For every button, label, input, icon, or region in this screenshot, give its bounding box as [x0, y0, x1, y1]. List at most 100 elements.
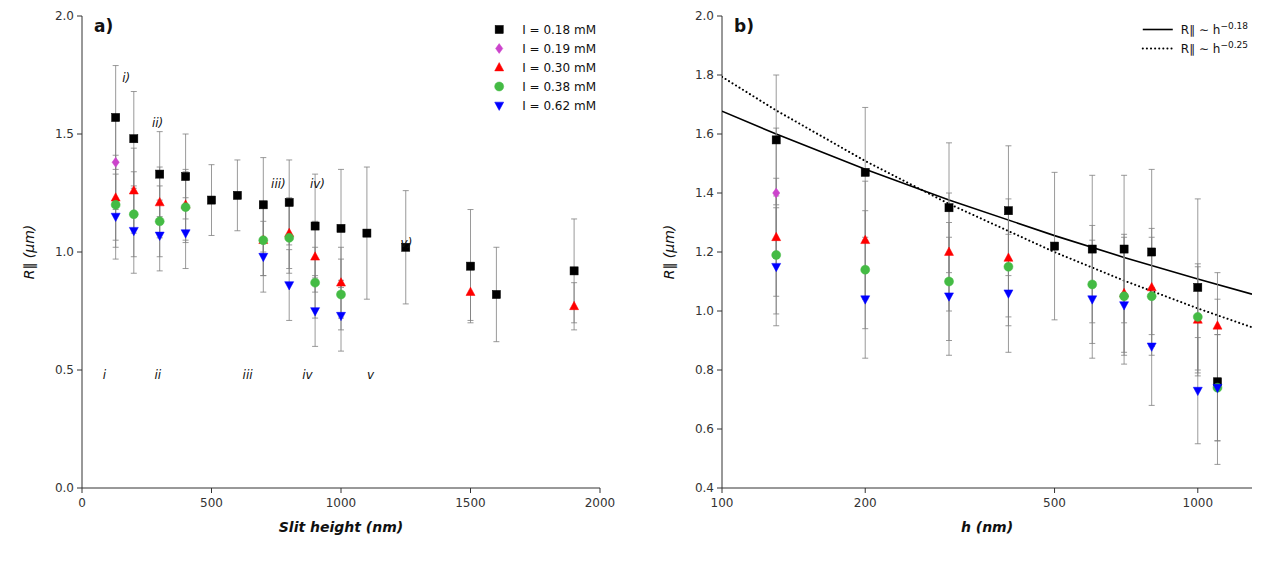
- point: [285, 233, 294, 242]
- point: [182, 172, 190, 180]
- y-tick-label: 2.0: [55, 9, 74, 23]
- y-axis-label: R∥ (μm): [661, 225, 677, 280]
- x-tick-label: 500: [200, 496, 223, 510]
- point: [861, 296, 870, 304]
- panel: 10020050010000.40.60.81.01.21.41.61.82.0…: [661, 9, 1252, 535]
- point: [1120, 292, 1129, 301]
- point: [861, 235, 870, 243]
- y-tick: [717, 16, 722, 17]
- x-tick-label: 500: [1043, 496, 1066, 510]
- point: [1051, 242, 1059, 250]
- point: [285, 282, 294, 290]
- point: [1193, 387, 1202, 395]
- y-tick-label: 0.5: [55, 363, 74, 377]
- point: [466, 262, 474, 270]
- y-tick: [717, 134, 722, 135]
- point: [1213, 383, 1222, 392]
- y-tick: [717, 370, 722, 371]
- point: [1120, 302, 1129, 310]
- annotation: ii): [152, 116, 163, 130]
- y-tick-label: 0.8: [695, 363, 714, 377]
- point: [233, 191, 241, 199]
- figure: 05001000150020000.00.51.01.52.0Slit heig…: [0, 0, 1272, 562]
- point: [181, 203, 190, 212]
- point: [259, 253, 268, 261]
- point: [1194, 283, 1202, 291]
- legend-swatch: [495, 102, 504, 110]
- y-tick-label: 0.6: [695, 422, 714, 436]
- legend-swatch: [495, 82, 504, 91]
- point: [466, 287, 475, 295]
- point: [259, 201, 267, 209]
- annotation: iv): [310, 177, 325, 191]
- x-tick-label: 1000: [326, 496, 357, 510]
- point: [861, 265, 870, 274]
- x-tick-label: 100: [711, 496, 734, 510]
- point: [130, 135, 138, 143]
- annotation: i): [122, 71, 130, 85]
- point: [129, 227, 138, 235]
- y-tick: [717, 488, 722, 489]
- y-tick: [717, 75, 722, 76]
- panel: 05001000150020000.00.51.01.52.0Slit heig…: [21, 9, 615, 535]
- point: [1004, 207, 1012, 215]
- legend-label: I = 0.30 mM: [522, 61, 596, 75]
- point: [311, 308, 320, 316]
- point: [111, 193, 120, 201]
- point: [311, 222, 319, 230]
- y-tick-label: 1.0: [55, 245, 74, 259]
- legend-swatch: [495, 63, 504, 71]
- point: [337, 224, 345, 232]
- point: [111, 213, 120, 221]
- legend-swatch: [495, 25, 503, 33]
- point: [945, 247, 954, 255]
- point: [945, 204, 953, 212]
- y-tick-label: 1.6: [695, 127, 714, 141]
- legend: I = 0.18 mMI = 0.19 mMI = 0.30 mMI = 0.3…: [495, 23, 596, 113]
- point: [259, 236, 268, 245]
- y-tick-label: 1.2: [695, 245, 714, 259]
- point: [155, 232, 164, 240]
- y-tick-label: 2.0: [695, 9, 714, 23]
- annotation: ii: [155, 368, 162, 382]
- y-tick: [717, 193, 722, 194]
- point: [1120, 245, 1128, 253]
- x-tick-label: 0: [78, 496, 86, 510]
- point: [1147, 343, 1156, 351]
- legend-label: I = 0.38 mM: [522, 80, 596, 94]
- x-tick: [82, 488, 83, 493]
- point: [1004, 253, 1013, 261]
- fit-line: [722, 111, 1252, 294]
- point: [1004, 262, 1013, 271]
- x-tick-label: 200: [854, 496, 877, 510]
- y-tick: [77, 370, 82, 371]
- y-tick-label: 1.4: [695, 186, 714, 200]
- point: [129, 210, 138, 219]
- point: [772, 250, 781, 259]
- x-tick-label: 1500: [455, 496, 486, 510]
- x-axis: [722, 488, 1252, 489]
- x-tick: [865, 488, 866, 493]
- point: [861, 168, 869, 176]
- annotation: iv: [302, 368, 313, 382]
- x-tick-label: 2000: [585, 496, 616, 510]
- x-tick: [600, 488, 601, 493]
- annotation: i: [103, 368, 107, 382]
- point: [773, 188, 780, 198]
- legend: R∥ ∼ h−0.18R∥ ∼ h−0.25: [1143, 21, 1248, 56]
- point: [155, 197, 164, 205]
- legend-swatch: [1143, 29, 1173, 31]
- point: [1147, 282, 1156, 290]
- point: [1148, 248, 1156, 256]
- point: [1147, 292, 1156, 301]
- point: [129, 186, 138, 194]
- point: [156, 170, 164, 178]
- point: [570, 301, 579, 309]
- point: [181, 230, 190, 238]
- y-tick-label: 1.0: [695, 304, 714, 318]
- y-tick-label: 0.0: [55, 481, 74, 495]
- point: [1088, 245, 1096, 253]
- point: [207, 196, 215, 204]
- y-tick: [77, 488, 82, 489]
- y-tick: [77, 16, 82, 17]
